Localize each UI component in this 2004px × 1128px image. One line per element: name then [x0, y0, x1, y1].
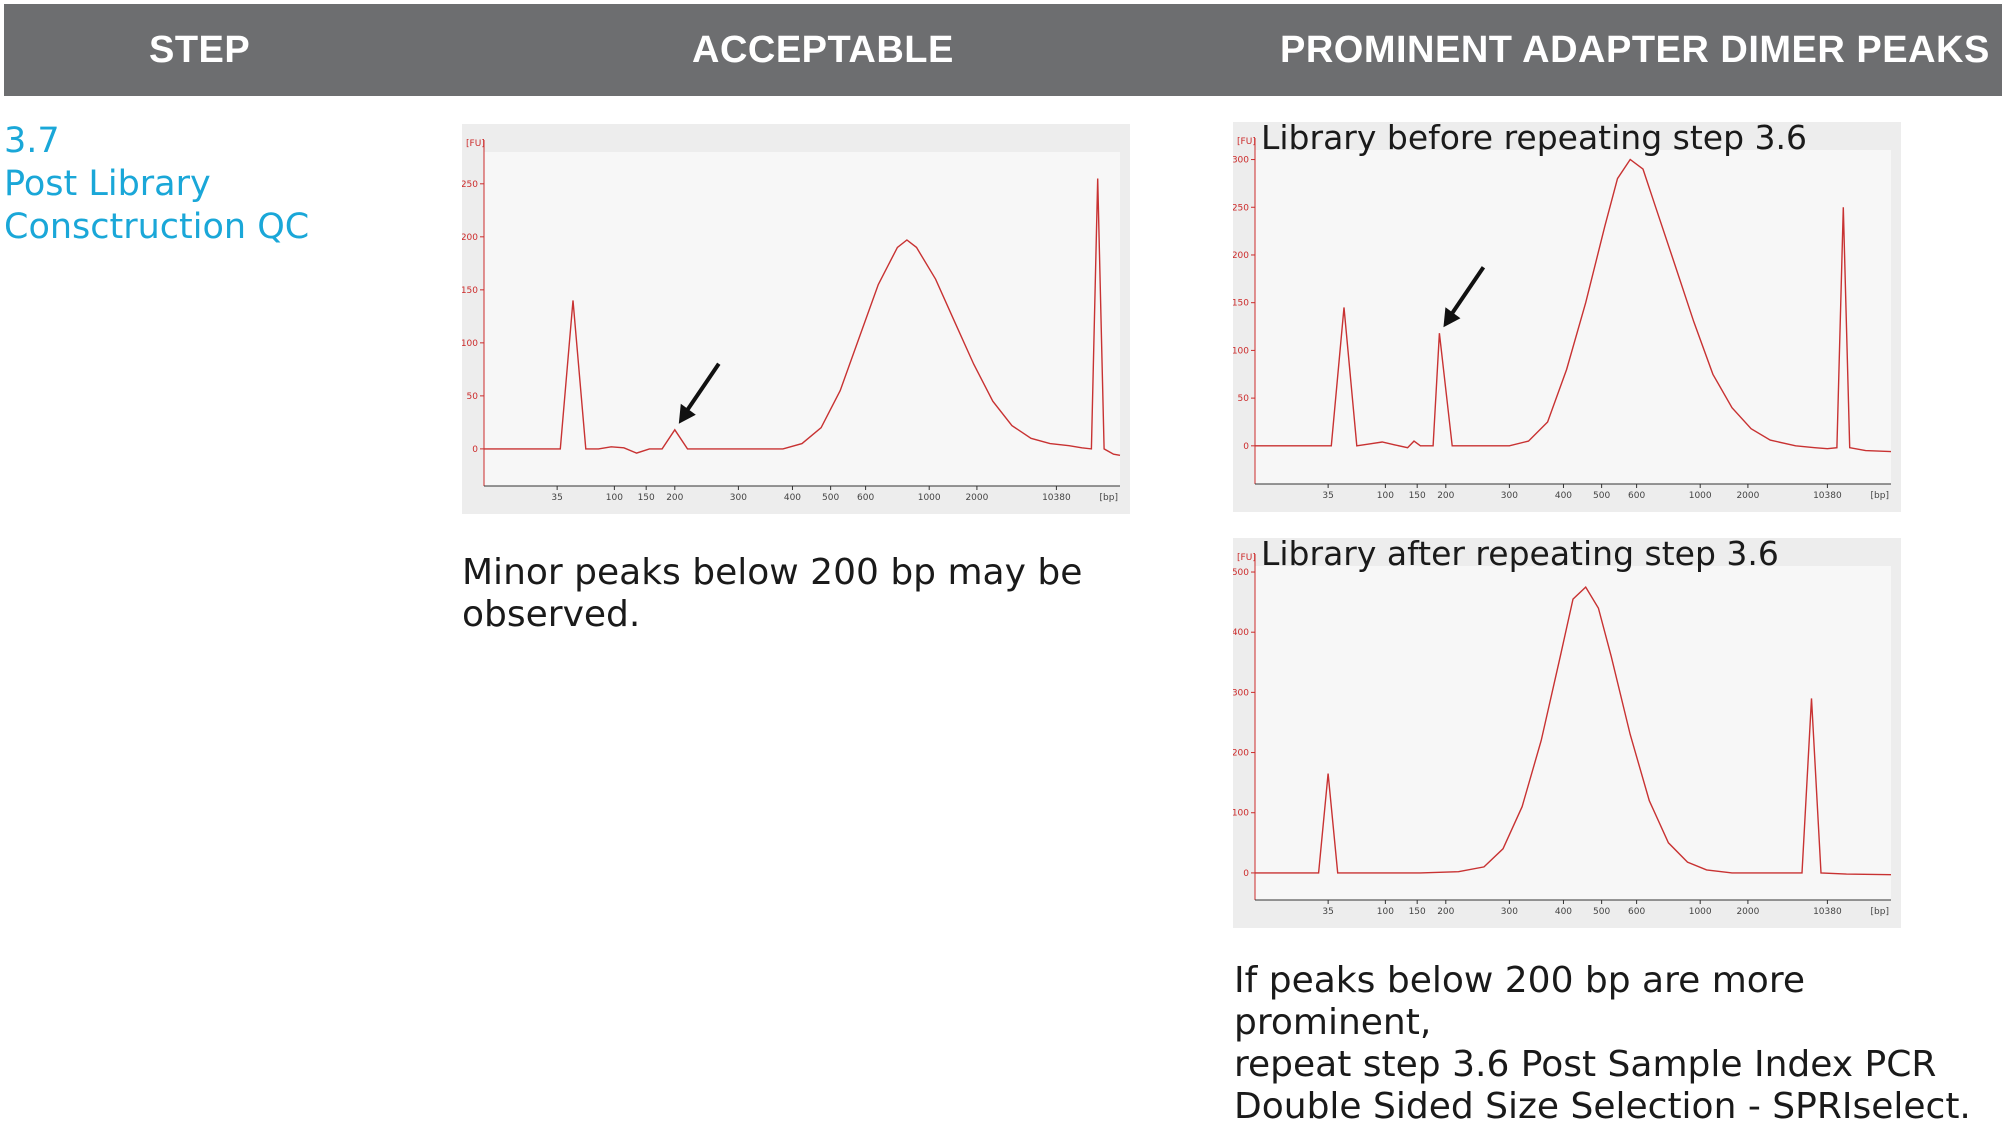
arrow-shaft	[683, 362, 721, 415]
trace-line	[1255, 585, 1892, 876]
x-tick-label: 200	[1437, 907, 1454, 917]
header-acceptable: ACCEPTABLE	[692, 29, 954, 71]
y-tick-label: 200	[1233, 749, 1249, 759]
x-tick-label: 1000	[1689, 491, 1712, 501]
plot-area	[1255, 566, 1891, 900]
acceptable-caption-line2: observed.	[462, 594, 641, 635]
header-dimer-peaks: PROMINENT ADAPTER DIMER PEAKS	[1280, 29, 1990, 71]
y-tick-label: 200	[462, 233, 478, 243]
y-tick-label: 0	[472, 445, 478, 455]
x-tick-label: 2000	[1736, 907, 1759, 917]
plot-area	[1255, 150, 1891, 484]
y-tick-label: 250	[1233, 203, 1249, 213]
x-tick-label: 150	[1409, 491, 1426, 501]
x-tick-label: 500	[1593, 491, 1610, 501]
arrow-head	[678, 403, 696, 424]
dimer-caption-line1: If peaks below 200 bp are more prominent…	[1234, 960, 1805, 1043]
x-tick-label: 2000	[965, 493, 988, 503]
dimer-caption-line3: Double Sided Size Selection - SPRIselect…	[1234, 1086, 1971, 1127]
before-repeat-chart-svg: 0 50 100 150 200 250 300 [FU] 35 100 150 200 300 400 5…	[1233, 137, 1892, 501]
x-tick-label: 1000	[1689, 907, 1712, 917]
x-tick-label: 600	[1628, 491, 1645, 501]
step-title-line2: Consctruction QC	[4, 207, 310, 247]
acceptable-electropherogram: 0 50 100 150 200 250 [FU] 35 100 150 200 300 400 500 6…	[462, 124, 1130, 514]
dimer-caption-line2: repeat step 3.6 Post Sample Index PCR	[1234, 1044, 1937, 1085]
x-tick-label: 2000	[1736, 491, 1759, 501]
x-tick-label: 150	[638, 493, 655, 503]
acceptable-chart-svg: 0 50 100 150 200 250 [FU] 35 100 150 200 300 400 500 6…	[462, 139, 1121, 503]
y-tick-label: 50	[467, 392, 479, 402]
plot-area	[484, 152, 1120, 486]
x-tick-label: 150	[1409, 907, 1426, 917]
x-tick-label: 400	[1555, 907, 1572, 917]
y-axis-label: [FU]	[1237, 137, 1256, 147]
x-axis-label: [bp]	[1100, 493, 1118, 503]
y-axis-label: [FU]	[466, 139, 485, 149]
y-tick-label: 400	[1233, 628, 1249, 638]
y-tick-label: 50	[1238, 394, 1250, 404]
table-header: STEP ACCEPTABLE PROMINENT ADAPTER DIMER …	[4, 4, 2002, 96]
y-tick-label: 150	[462, 286, 478, 296]
y-tick-label: 150	[1233, 299, 1249, 309]
y-tick-label: 100	[1233, 346, 1249, 356]
y-tick-label: 0	[1243, 442, 1249, 452]
y-tick-label: 500	[1233, 568, 1249, 578]
x-axis-label: [bp]	[1871, 907, 1889, 917]
x-tick-label: 300	[1501, 907, 1518, 917]
before-repeat-title: Library before repeating step 3.6	[1261, 118, 1807, 157]
arrow-shaft	[1447, 266, 1486, 319]
after-repeat-electropherogram: 0 100 200 300 400 500 [FU] 35 100 150 200 300 400 500…	[1233, 534, 1901, 928]
before-repeat-electropherogram: 0 50 100 150 200 250 300 [FU] 35 100 150 200 300 400 5…	[1233, 118, 1901, 512]
x-tick-label: 600	[857, 493, 874, 503]
y-tick-label: 100	[1233, 809, 1249, 819]
x-tick-label: 300	[1501, 491, 1518, 501]
x-axis-label: [bp]	[1871, 491, 1889, 501]
acceptable-caption: Minor peaks below 200 bp may be observed…	[462, 552, 1082, 636]
x-tick-label: 200	[666, 493, 683, 503]
trace-line	[484, 178, 1121, 456]
x-tick-label: 1000	[918, 493, 941, 503]
x-tick-label: 100	[1377, 491, 1394, 501]
x-tick-label: 35	[1322, 907, 1333, 917]
step-label: 3.7 Post Library Consctruction QC	[4, 120, 309, 249]
trace-line	[1255, 158, 1892, 453]
x-tick-label: 35	[551, 493, 562, 503]
x-tick-label: 10380	[1813, 491, 1842, 501]
x-tick-label: 35	[1322, 491, 1333, 501]
y-tick-label: 300	[1233, 156, 1249, 166]
y-axis-label: [FU]	[1237, 553, 1256, 563]
arrow-head	[1443, 307, 1461, 328]
x-tick-label: 10380	[1813, 907, 1842, 917]
y-tick-label: 300	[1233, 688, 1249, 698]
step-title-line1: Post Library	[4, 164, 211, 204]
x-tick-label: 10380	[1042, 493, 1071, 503]
y-tick-label: 0	[1243, 869, 1249, 879]
after-repeat-chart-svg: 0 100 200 300 400 500 [FU] 35 100 150 200 300 400 500…	[1233, 553, 1892, 917]
after-repeat-title: Library after repeating step 3.6	[1261, 534, 1779, 573]
x-tick-label: 400	[1555, 491, 1572, 501]
y-tick-label: 100	[462, 339, 478, 349]
x-tick-label: 600	[1628, 907, 1645, 917]
y-tick-label: 250	[462, 180, 478, 190]
acceptable-caption-line1: Minor peaks below 200 bp may be	[462, 552, 1083, 593]
step-number: 3.7	[4, 121, 60, 161]
y-tick-label: 200	[1233, 251, 1249, 261]
x-tick-label: 100	[606, 493, 623, 503]
x-tick-label: 500	[822, 493, 839, 503]
x-tick-label: 400	[784, 493, 801, 503]
x-tick-label: 300	[730, 493, 747, 503]
header-step: STEP	[149, 29, 251, 71]
dimer-caption: If peaks below 200 bp are more prominent…	[1234, 960, 2004, 1128]
x-tick-label: 500	[1593, 907, 1610, 917]
x-tick-label: 100	[1377, 907, 1394, 917]
x-tick-label: 200	[1437, 491, 1454, 501]
